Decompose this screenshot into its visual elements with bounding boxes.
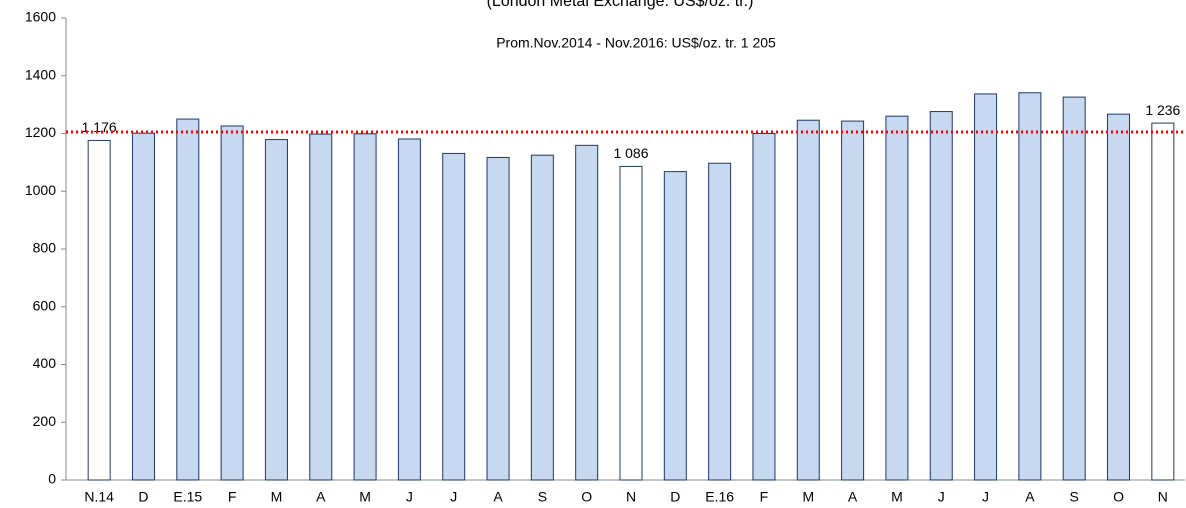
y-tick-label: 1200 (25, 124, 56, 140)
x-tick-label: O (1113, 489, 1124, 505)
x-tick-label: E.15 (173, 489, 202, 505)
x-tick-label: D (670, 489, 680, 505)
bar (309, 133, 333, 481)
bar (619, 165, 643, 481)
bar (929, 111, 953, 481)
bar (442, 152, 466, 481)
x-tick-label: A (316, 489, 326, 505)
x-tick-label: M (359, 489, 371, 505)
bar (796, 119, 820, 481)
y-tick-label: 1000 (25, 182, 56, 198)
chart-title: (London Metal Exchange: US$/oz. tr.) (487, 0, 754, 10)
x-tick-label: M (891, 489, 903, 505)
y-tick-label: 1600 (25, 9, 56, 25)
bar (708, 162, 732, 481)
bar (397, 138, 421, 481)
x-tick-label: E.16 (705, 489, 734, 505)
bar (1107, 113, 1131, 481)
bar (974, 93, 998, 481)
x-tick-label: A (848, 489, 858, 505)
x-tick-label: F (760, 489, 769, 505)
x-tick-label: A (1025, 489, 1035, 505)
y-tick-label: 200 (33, 413, 57, 429)
value-label: 1 236 (1145, 102, 1180, 118)
value-label: 1 086 (613, 145, 648, 161)
bar (530, 154, 554, 481)
reference-label: Prom.Nov.2014 - Nov.2016: US$/oz. tr. 1 … (496, 35, 776, 51)
bar (1151, 122, 1175, 481)
x-tick-label: N.14 (84, 489, 114, 505)
value-label: 1 176 (82, 119, 117, 135)
x-tick-label: J (982, 489, 989, 505)
x-tick-label: O (581, 489, 592, 505)
x-tick-label: N (626, 489, 636, 505)
bar (1018, 92, 1042, 481)
y-tick-label: 600 (33, 297, 57, 313)
bar (486, 156, 510, 481)
y-tick-label: 800 (33, 240, 57, 256)
x-tick-label: M (271, 489, 283, 505)
bar (264, 139, 288, 481)
bar (752, 133, 776, 481)
x-tick-label: S (1070, 489, 1079, 505)
x-tick-label: J (450, 489, 457, 505)
x-tick-label: A (493, 489, 503, 505)
x-tick-label: D (138, 489, 148, 505)
bar (220, 125, 244, 481)
x-tick-label: F (228, 489, 237, 505)
bar (663, 171, 687, 481)
bar (841, 120, 865, 481)
bar (575, 144, 599, 481)
y-tick-label: 0 (48, 471, 56, 487)
x-tick-label: J (938, 489, 945, 505)
bar (176, 118, 200, 481)
x-tick-label: N (1158, 489, 1168, 505)
y-tick-label: 1400 (25, 66, 56, 82)
bar (885, 115, 909, 481)
x-tick-label: J (406, 489, 413, 505)
y-tick-label: 400 (33, 355, 57, 371)
bar (131, 132, 155, 481)
x-tick-label: S (538, 489, 547, 505)
x-tick-label: M (802, 489, 814, 505)
bar (1062, 96, 1086, 481)
bar (353, 133, 377, 481)
bar (87, 139, 111, 481)
